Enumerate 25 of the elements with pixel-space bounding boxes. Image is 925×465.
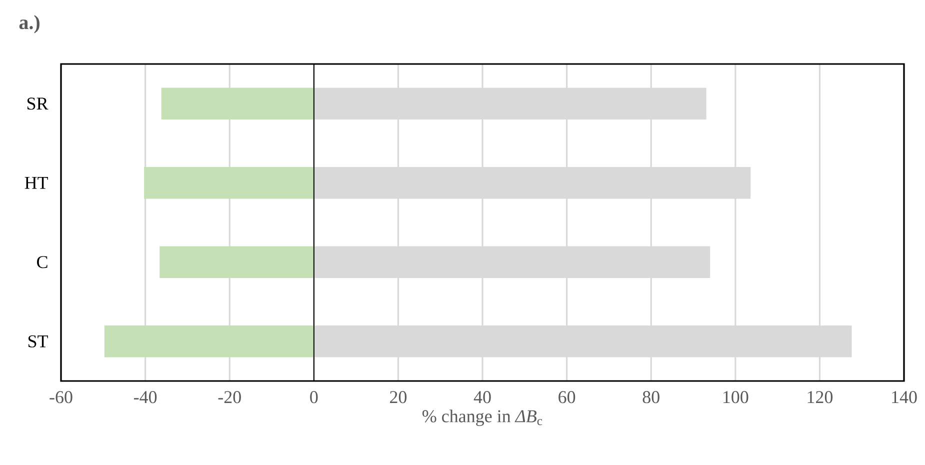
bar [144,167,314,199]
x-tick-label: -20 [218,391,241,404]
bar [160,246,314,278]
x-tick-label: 0 [310,391,318,404]
x-tick-label: -60 [50,391,72,404]
y-tick-label: ST [28,335,48,348]
y-tick-label: SR [27,98,48,110]
x-tick-label: 80 [642,391,660,404]
x-axis-title: % change in ΔB$_{c}$ [422,410,542,426]
bar [314,88,706,120]
bar [314,167,751,199]
x-tick-label: 20 [390,391,407,404]
bar [314,246,710,278]
bar [104,326,314,358]
x-tick-label: 100 [723,391,748,404]
x-tick-label: 120 [808,391,833,404]
chart-title: a.) [19,15,40,34]
y-tick-label: C [37,256,48,268]
x-tick-label: 40 [474,391,491,404]
bar [161,88,314,120]
x-tick-label: 140 [892,391,917,404]
x-tick-label: 60 [558,391,576,404]
y-tick-label: HT [24,176,48,189]
x-tick-label: -40 [134,391,157,404]
bar [314,326,852,358]
